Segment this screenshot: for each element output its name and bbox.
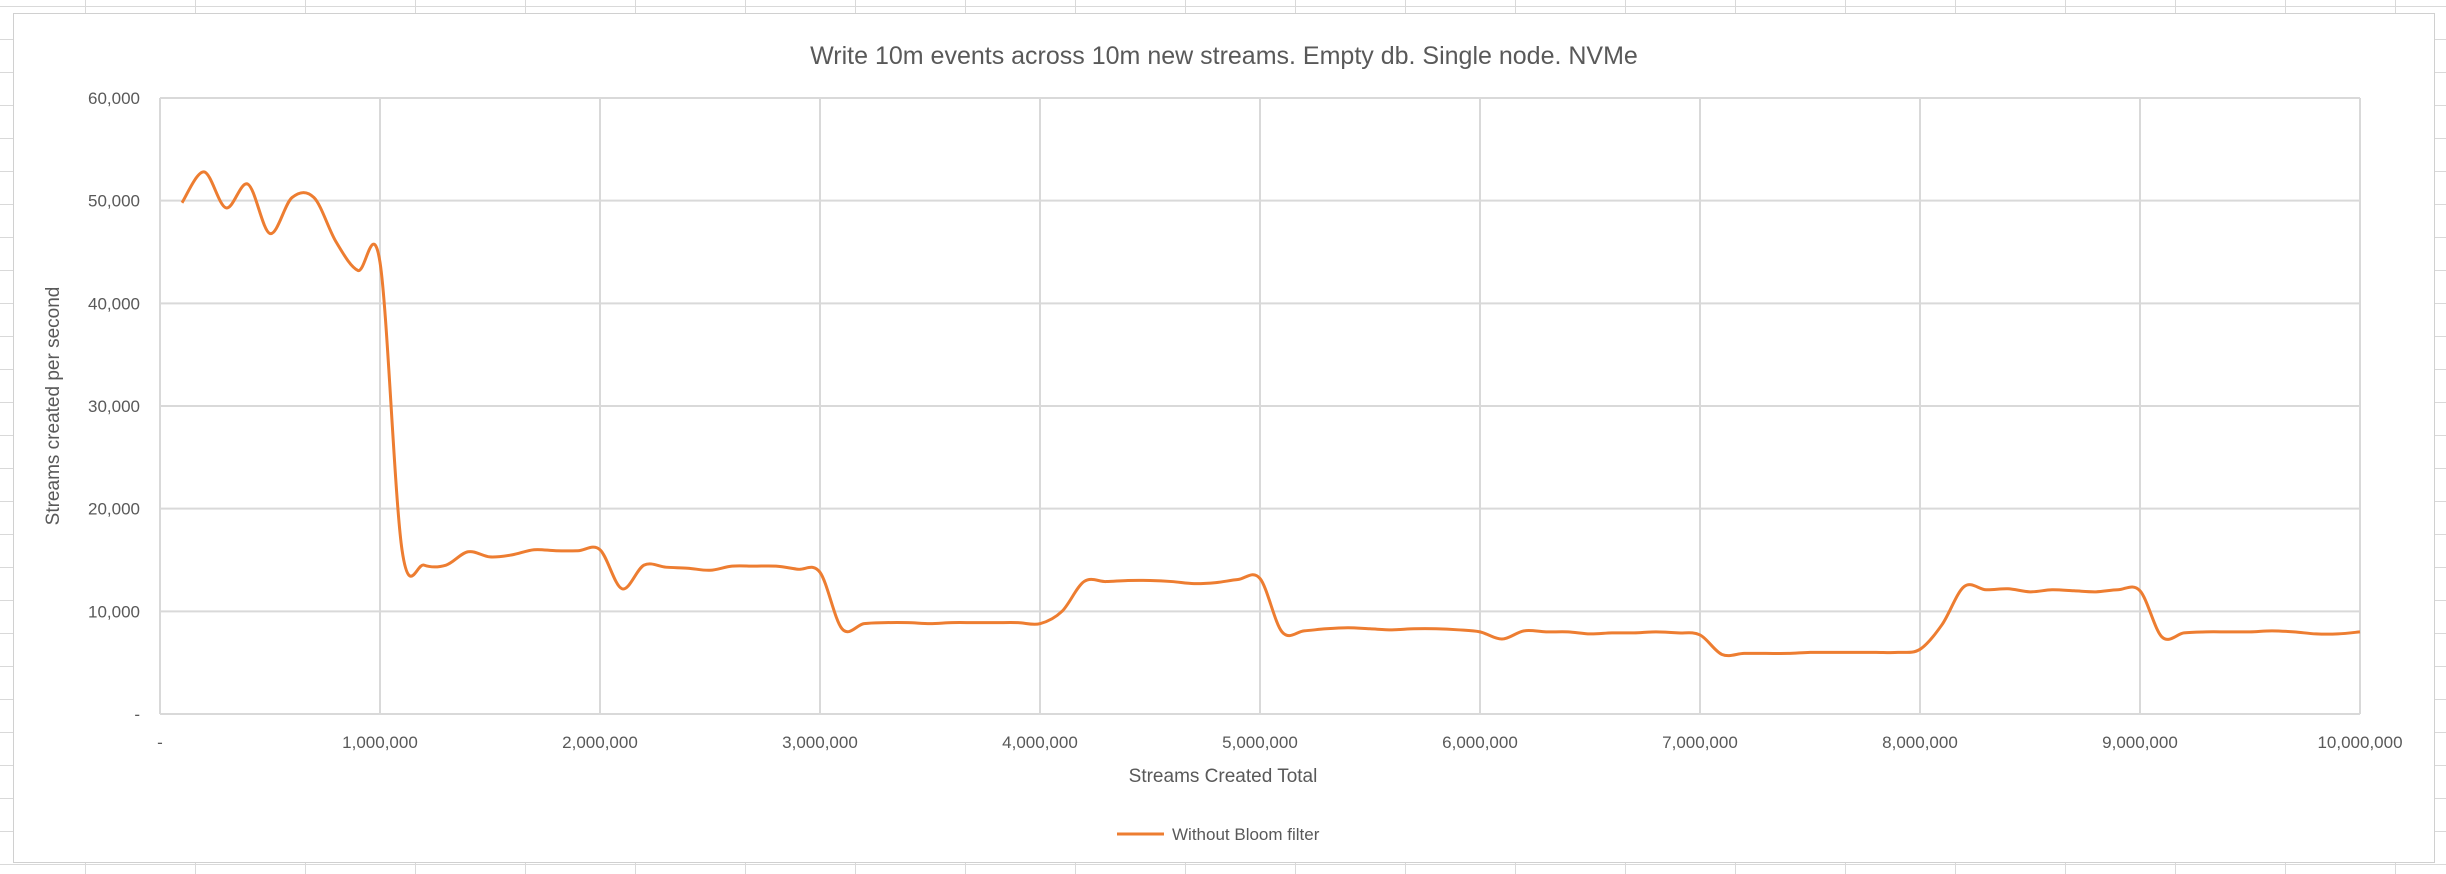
legend: Without Bloom filter bbox=[1117, 825, 1320, 844]
x-tick-label: 2,000,000 bbox=[562, 733, 638, 752]
x-tick-label: 6,000,000 bbox=[1442, 733, 1518, 752]
x-tick-label: 10,000,000 bbox=[2317, 733, 2402, 752]
chart-area[interactable]: Write 10m events across 10m new streams.… bbox=[13, 13, 2435, 863]
chart-title: Write 10m events across 10m new streams.… bbox=[810, 42, 1638, 70]
gridlines bbox=[159, 97, 2361, 715]
x-tick-label: 1,000,000 bbox=[342, 733, 418, 752]
y-tick-label: 30,000 bbox=[88, 397, 140, 416]
y-axis-label: Streams created per second bbox=[43, 287, 64, 526]
x-tick-label: 7,000,000 bbox=[1662, 733, 1738, 752]
series-line-without-bloom-filter bbox=[180, 170, 2361, 658]
x-tick-label: 4,000,000 bbox=[1002, 733, 1078, 752]
y-tick-label: 20,000 bbox=[88, 500, 140, 519]
x-axis-label: Streams Created Total bbox=[1129, 766, 1318, 787]
x-tick-label: 5,000,000 bbox=[1222, 733, 1298, 752]
x-tick-label: 3,000,000 bbox=[782, 733, 858, 752]
y-tick-label: 10,000 bbox=[88, 602, 140, 621]
y-tick-label: - bbox=[134, 705, 140, 724]
legend-label: Without Bloom filter bbox=[1172, 825, 1320, 844]
x-tick-label: 9,000,000 bbox=[2102, 733, 2178, 752]
x-tick-label: 8,000,000 bbox=[1882, 733, 1958, 752]
y-tick-label: 60,000 bbox=[88, 89, 140, 108]
line-chart: Write 10m events across 10m new streams.… bbox=[43, 42, 2403, 844]
y-tick-label: 40,000 bbox=[88, 294, 140, 313]
x-tick-label: - bbox=[157, 733, 163, 752]
y-tick-label: 50,000 bbox=[88, 192, 140, 211]
tick-labels: - 10,000 20,000 30,000 40,000 50,000 60,000 - 1,… bbox=[88, 89, 2403, 752]
